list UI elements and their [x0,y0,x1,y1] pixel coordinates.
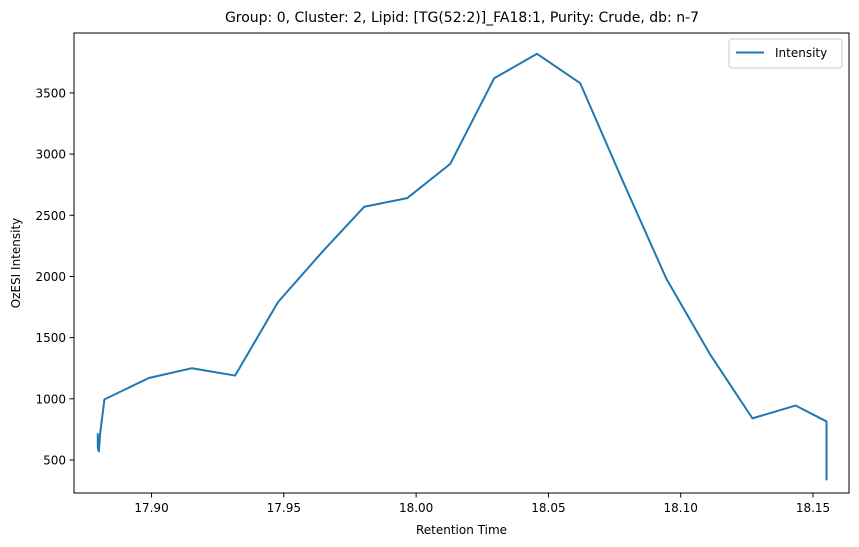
data-point [97,447,99,449]
data-point [826,420,828,422]
data-point [98,450,100,452]
legend-label: Intensity [775,46,827,60]
legend-box [728,38,843,69]
y-tick-label: 1500 [35,331,66,345]
x-axis-title: Retention Time [416,523,507,537]
plot-area [96,52,828,481]
x-tick-label: 18.15 [796,501,830,515]
legend: Intensity [728,38,843,69]
data-point [709,353,711,355]
data-point [751,417,753,419]
x-tick-label: 18.10 [664,501,698,515]
data-point [234,375,236,377]
data-point [103,398,105,400]
data-point [826,479,828,481]
x-axis: 17.90 17.95 18.00 18.05 18.10 18.15 [134,493,830,515]
data-point [148,377,150,379]
y-tick-label: 3500 [35,86,66,100]
data-point [99,432,101,434]
series-line-0 [96,52,828,481]
data-point [321,251,323,253]
chart-title: Group: 0, Cluster: 2, Lipid: [TG(52:2)]_… [225,10,699,26]
data-point [191,367,193,369]
x-tick-label: 18.00 [399,501,433,515]
data-point [795,405,797,407]
data-point [277,301,279,303]
y-axis: 500 1000 1500 2000 2500 3000 3500 [35,86,74,467]
y-tick-label: 2500 [35,209,66,223]
y-tick-label: 3000 [35,148,66,162]
data-point [665,278,667,280]
plot-frame [73,32,850,494]
data-point [536,53,538,55]
data-point [826,441,828,443]
data-point [406,197,408,199]
x-tick-label: 17.90 [134,501,168,515]
y-axis-title: OzESI Intensity [9,218,23,309]
y-tick-label: 500 [43,453,66,467]
data-point [579,82,581,84]
data-point [493,77,495,79]
data-point [622,181,624,183]
y-tick-label: 1000 [35,392,66,406]
data-point [363,206,365,208]
x-tick-label: 18.05 [531,501,565,515]
y-tick-label: 2000 [35,270,66,284]
x-tick-label: 17.95 [267,501,301,515]
data-point [449,163,451,165]
data-point [97,433,99,435]
